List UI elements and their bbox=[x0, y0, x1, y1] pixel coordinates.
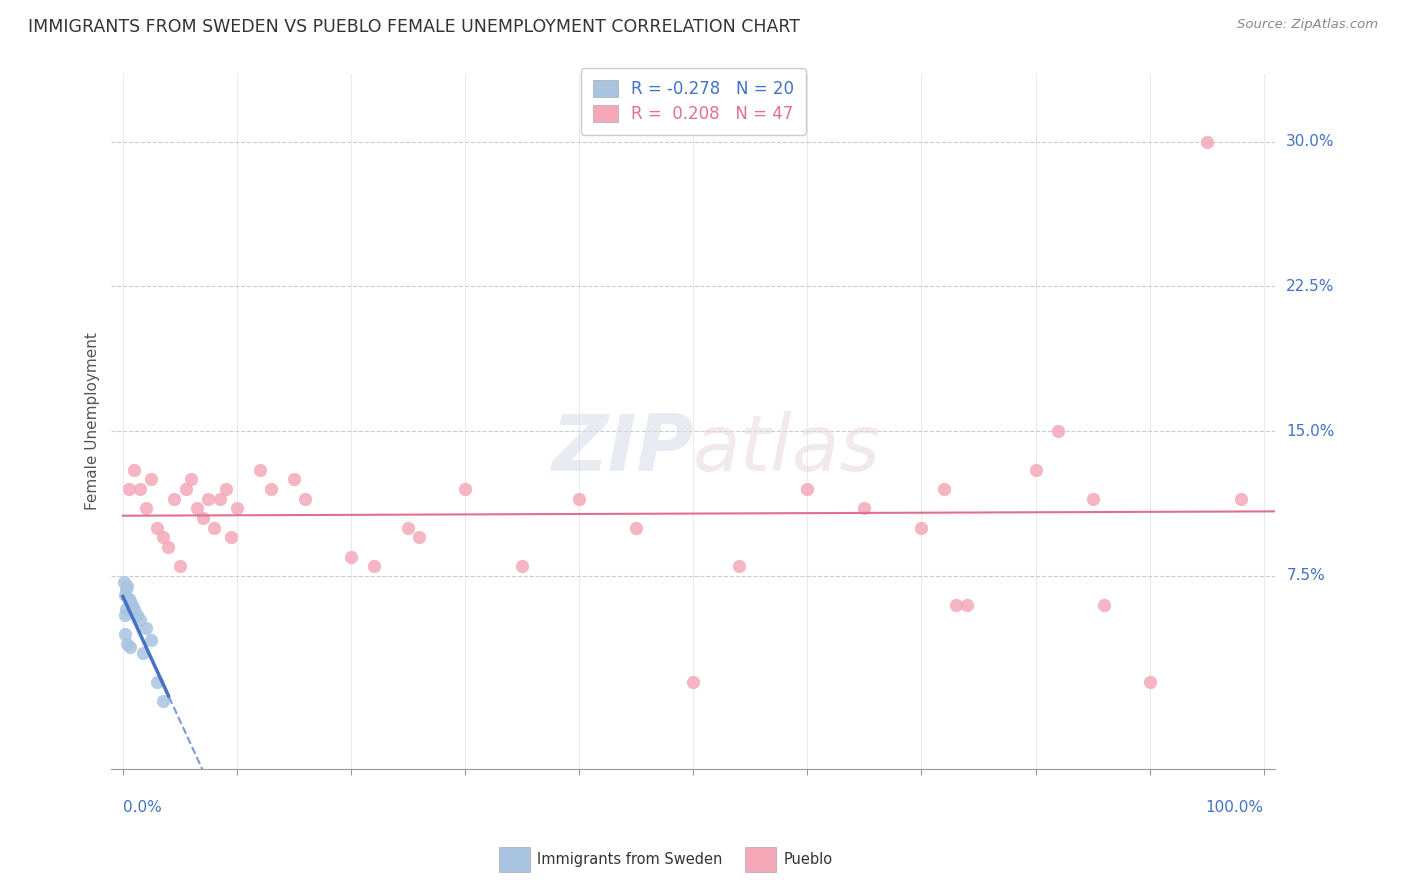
Point bbox=[219, 530, 242, 544]
Text: Pueblo: Pueblo bbox=[783, 853, 832, 867]
Point bbox=[115, 582, 138, 597]
Point bbox=[146, 521, 169, 535]
Point bbox=[340, 549, 363, 564]
Point bbox=[910, 521, 932, 535]
Point bbox=[728, 559, 751, 574]
Point bbox=[294, 491, 316, 506]
Point bbox=[121, 598, 143, 612]
Point bbox=[114, 627, 136, 641]
Point bbox=[122, 463, 145, 477]
Point bbox=[135, 501, 157, 516]
Point bbox=[152, 530, 174, 544]
Point bbox=[1139, 675, 1161, 690]
Point bbox=[510, 559, 533, 574]
Point bbox=[118, 594, 141, 608]
Point bbox=[152, 694, 174, 708]
Point bbox=[408, 530, 430, 544]
Text: 22.5%: 22.5% bbox=[1286, 279, 1334, 293]
Text: IMMIGRANTS FROM SWEDEN VS PUEBLO FEMALE UNEMPLOYMENT CORRELATION CHART: IMMIGRANTS FROM SWEDEN VS PUEBLO FEMALE … bbox=[28, 18, 800, 36]
Point bbox=[146, 675, 169, 690]
Text: 0.0%: 0.0% bbox=[122, 799, 162, 814]
Point bbox=[208, 491, 231, 506]
Point bbox=[191, 511, 214, 525]
Point bbox=[934, 482, 956, 496]
Point bbox=[132, 646, 155, 660]
Text: Immigrants from Sweden: Immigrants from Sweden bbox=[537, 853, 723, 867]
Text: 7.5%: 7.5% bbox=[1286, 568, 1324, 583]
Point bbox=[112, 574, 135, 589]
Point bbox=[1047, 424, 1070, 438]
Point bbox=[135, 621, 157, 635]
Point bbox=[117, 578, 139, 592]
Point bbox=[117, 482, 139, 496]
Point bbox=[454, 482, 477, 496]
Point bbox=[129, 482, 152, 496]
Point bbox=[249, 463, 271, 477]
Y-axis label: Female Unemployment: Female Unemployment bbox=[86, 333, 100, 510]
Point bbox=[945, 598, 967, 612]
Text: 15.0%: 15.0% bbox=[1286, 424, 1334, 439]
Point bbox=[122, 601, 145, 615]
Point bbox=[115, 601, 138, 615]
Point bbox=[1025, 463, 1047, 477]
Text: ZIP: ZIP bbox=[551, 411, 693, 487]
Text: 30.0%: 30.0% bbox=[1286, 134, 1334, 149]
Point bbox=[214, 482, 236, 496]
Point bbox=[125, 607, 148, 622]
Legend: R = -0.278   N = 20, R =  0.208   N = 47: R = -0.278 N = 20, R = 0.208 N = 47 bbox=[581, 69, 806, 135]
Point bbox=[260, 482, 283, 496]
Point bbox=[853, 501, 876, 516]
Point bbox=[174, 482, 197, 496]
Point bbox=[202, 521, 225, 535]
Point bbox=[163, 491, 186, 506]
Point bbox=[117, 592, 139, 607]
Text: Source: ZipAtlas.com: Source: ZipAtlas.com bbox=[1237, 18, 1378, 31]
Point bbox=[1081, 491, 1104, 506]
Point bbox=[180, 472, 202, 486]
Point bbox=[169, 559, 191, 574]
Point bbox=[682, 675, 704, 690]
Point bbox=[956, 598, 979, 612]
Point bbox=[197, 491, 219, 506]
Text: atlas: atlas bbox=[693, 411, 882, 487]
Point bbox=[141, 632, 163, 647]
Point bbox=[186, 501, 208, 516]
Point bbox=[141, 472, 163, 486]
Point bbox=[796, 482, 818, 496]
Point bbox=[626, 521, 648, 535]
Point bbox=[283, 472, 305, 486]
Point bbox=[118, 640, 141, 655]
Text: 100.0%: 100.0% bbox=[1206, 799, 1264, 814]
Point bbox=[1092, 598, 1115, 612]
Point bbox=[363, 559, 385, 574]
Point bbox=[129, 613, 152, 627]
Point bbox=[114, 588, 136, 602]
Point bbox=[114, 607, 136, 622]
Point bbox=[1230, 491, 1253, 506]
Point bbox=[117, 636, 139, 650]
Point bbox=[568, 491, 591, 506]
Point bbox=[157, 540, 180, 554]
Point bbox=[226, 501, 249, 516]
Point bbox=[1195, 135, 1218, 149]
Point bbox=[396, 521, 419, 535]
